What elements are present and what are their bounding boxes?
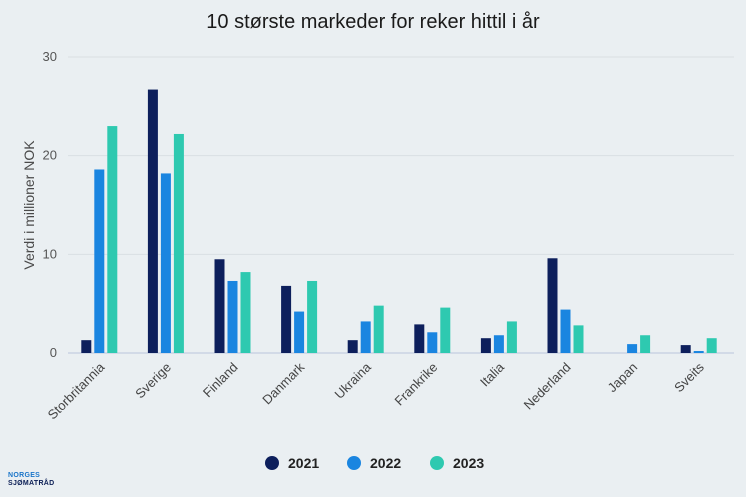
bar-2023-sverige <box>173 133 184 353</box>
bar-2021-italia <box>480 338 491 353</box>
y-tick-label: 10 <box>43 246 57 261</box>
x-tick-label: Storbritannia <box>45 359 108 422</box>
bar-2022-japan <box>627 344 638 353</box>
x-axis-ticks: Storbritannia Sverige Finland Danmark Ukrain… <box>45 359 707 422</box>
bar-2021-finland <box>214 259 225 353</box>
bar-2021-sveits <box>680 345 691 353</box>
legend-marker-2023 <box>430 456 444 470</box>
bar-2022-storbritannia <box>94 169 105 353</box>
legend-label-2023: 2023 <box>453 455 484 471</box>
x-tick-label: Frankrike <box>391 360 440 409</box>
bar-2023-danmark <box>307 280 318 353</box>
legend-label-2022: 2022 <box>370 455 401 471</box>
bar-2021-danmark <box>281 285 292 353</box>
bar-2023-italia <box>506 321 517 353</box>
x-tick-label: Finland <box>200 360 241 401</box>
bar-2021-nederland <box>547 258 558 353</box>
y-tick-label: 0 <box>50 345 57 360</box>
bar-2021-frankrike <box>414 324 425 353</box>
norges-sjomatrad-logo: NORGES SJØMATRÅD <box>8 472 55 488</box>
legend-marker-2021 <box>265 456 279 470</box>
bar-2021-sverige <box>147 89 158 353</box>
x-tick-label: Sveits <box>671 359 707 395</box>
chart-title: 10 største markeder for reker hittil i å… <box>206 11 540 33</box>
legend-marker-2022 <box>347 456 361 470</box>
legend: 2021 2022 2023 <box>265 455 484 471</box>
bar-2023-japan <box>640 335 651 353</box>
y-axis-label: Verdi i millioner NOK <box>21 140 37 270</box>
bar-2022-sveits <box>693 351 704 353</box>
bar-2022-ukraina <box>360 321 371 353</box>
bar-2023-nederland <box>573 325 584 353</box>
bars <box>81 89 717 353</box>
x-tick-label: Ukraina <box>332 359 375 402</box>
bar-2021-storbritannia <box>81 340 92 353</box>
bar-2022-italia <box>493 335 504 353</box>
logo-line-2: SJØMATRÅD <box>8 480 55 487</box>
x-tick-label: Italia <box>477 359 508 390</box>
bar-2022-finland <box>227 280 238 353</box>
x-tick-label: Sverige <box>132 360 174 402</box>
bar-2023-finland <box>240 272 251 353</box>
bar-2021-ukraina <box>347 340 358 353</box>
logo-line-1: NORGES <box>8 472 41 479</box>
y-tick-label: 20 <box>43 148 57 163</box>
x-tick-label: Nederland <box>521 360 574 413</box>
bar-2023-storbritannia <box>107 126 118 353</box>
bar-2022-danmark <box>294 311 305 353</box>
x-tick-label: Danmark <box>259 359 307 407</box>
legend-label-2021: 2021 <box>288 455 319 471</box>
bar-2022-sverige <box>160 173 171 353</box>
bar-2022-frankrike <box>427 332 438 353</box>
bar-2023-ukraina <box>373 305 384 353</box>
bar-2023-sveits <box>706 338 717 353</box>
bar-2023-frankrike <box>440 307 451 353</box>
grid: 0 10 20 30 <box>43 49 734 360</box>
x-tick-label: Japan <box>605 360 641 396</box>
bar-2022-nederland <box>560 309 571 353</box>
y-tick-label: 30 <box>43 49 57 64</box>
